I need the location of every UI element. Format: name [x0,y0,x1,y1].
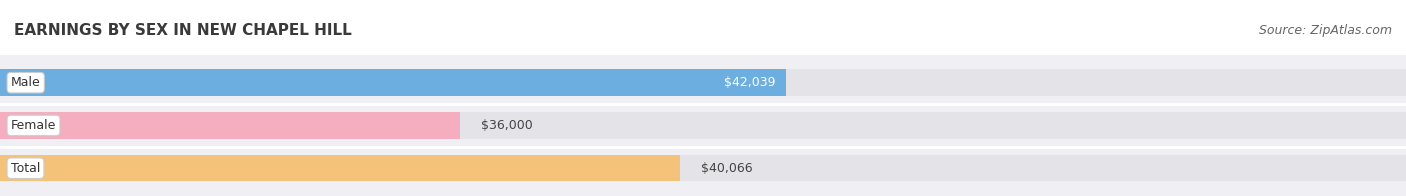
Bar [0,69,786,96]
Text: EARNINGS BY SEX IN NEW CHAPEL HILL: EARNINGS BY SEX IN NEW CHAPEL HILL [14,23,352,38]
Bar [0,155,679,181]
Text: Source: ZipAtlas.com: Source: ZipAtlas.com [1258,24,1392,37]
Text: Male: Male [11,76,41,89]
Bar [0,69,1406,96]
Bar [0,112,460,139]
Text: Total: Total [11,162,41,175]
Bar [0,112,1406,139]
Bar [0,155,1406,181]
Text: $42,039: $42,039 [724,76,776,89]
Text: Female: Female [11,119,56,132]
Text: $36,000: $36,000 [481,119,533,132]
Text: $40,066: $40,066 [702,162,752,175]
